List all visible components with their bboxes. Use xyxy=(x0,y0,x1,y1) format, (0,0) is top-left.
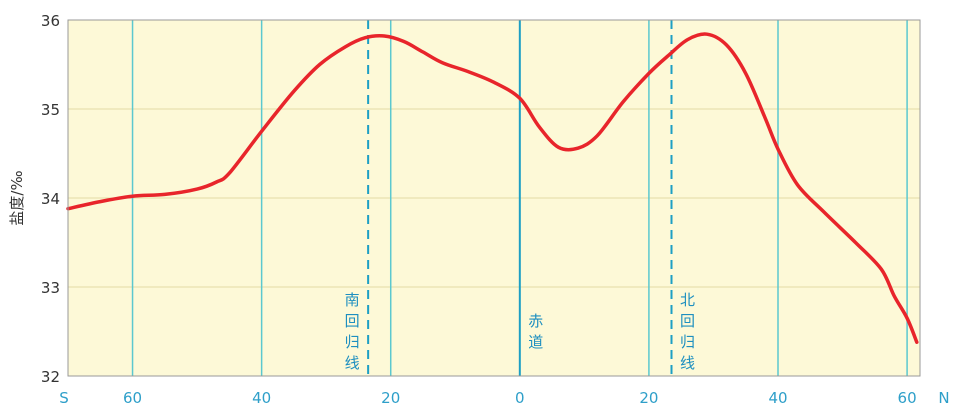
reference-label-bg xyxy=(526,331,545,351)
y-axis-label: 盐度/‰ xyxy=(8,170,26,225)
reference-label-char: 线 xyxy=(680,354,695,372)
x-tick-label: 40 xyxy=(768,389,787,407)
x-tick-label: 60 xyxy=(898,389,917,407)
reference-label-char: 北 xyxy=(680,291,695,309)
reference-label-bg xyxy=(343,331,362,351)
y-tick-label: 36 xyxy=(41,12,60,30)
x-end-label: N xyxy=(938,389,949,407)
reference-label-bg xyxy=(343,310,362,330)
x-tick-label: 0 xyxy=(515,389,525,407)
x-tick-label: 20 xyxy=(639,389,658,407)
reference-label-char: 归 xyxy=(345,333,360,351)
y-tick-label: 34 xyxy=(41,190,60,208)
reference-label-char: 回 xyxy=(680,312,695,330)
reference-label-bg xyxy=(526,310,545,330)
axis-layer: 32 33 34 35 36 60 40 20 0 20 40 60 S N 盐度/‰ xyxy=(8,12,950,407)
grid-layer xyxy=(68,20,920,376)
y-tick-label: 35 xyxy=(41,101,60,119)
salinity-curve xyxy=(66,32,919,344)
reference-label-bg xyxy=(678,310,697,330)
y-tick-label: 33 xyxy=(41,279,60,297)
plot-frame xyxy=(67,19,921,377)
x-tick-label: 40 xyxy=(252,389,271,407)
y-tick-label: 32 xyxy=(41,368,60,386)
x-tick-label: 60 xyxy=(123,389,142,407)
x-tick-label: 20 xyxy=(381,389,400,407)
series-layer xyxy=(66,32,919,344)
reference-label-char: 线 xyxy=(345,354,360,372)
reference-label-char: 赤 xyxy=(528,312,543,330)
reference-label-char: 南 xyxy=(345,291,360,309)
reference-label-bg xyxy=(678,352,697,372)
reference-label-bg xyxy=(343,289,362,309)
reference-label-bg xyxy=(678,331,697,351)
reference-label-char: 回 xyxy=(345,312,360,330)
x-start-label: S xyxy=(59,389,69,407)
reference-label-bg xyxy=(678,289,697,309)
reference-label-bg xyxy=(343,352,362,372)
reference-label-char: 归 xyxy=(680,333,695,351)
reference-label-char: 道 xyxy=(528,333,543,351)
